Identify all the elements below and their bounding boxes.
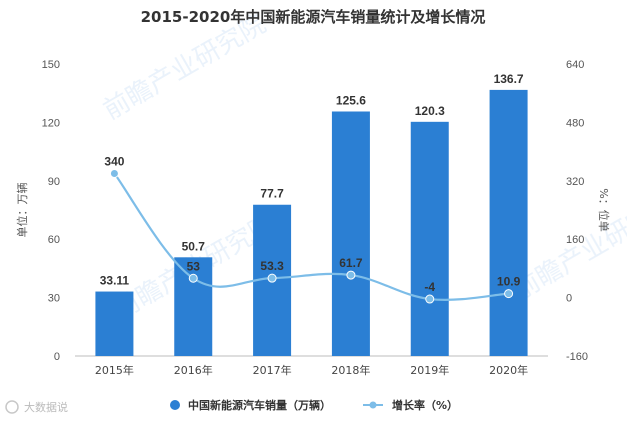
category-label: 2017年 [253, 363, 292, 377]
right-axis-title: %：位单 [597, 188, 611, 231]
bar-value-label: 125.6 [336, 93, 366, 107]
left-tick-label: 90 [48, 176, 60, 188]
line-series: 340 53 53.3 61.7 -4 10.9 [104, 155, 521, 304]
left-axis-title: 单位：万辆 [15, 183, 29, 238]
right-tick-label: 480 [566, 117, 584, 129]
left-axis-ticks: 0 30 60 90 120 150 [42, 59, 60, 363]
left-tick-label: 150 [42, 59, 60, 71]
line-value-label: -4 [424, 280, 435, 294]
line-point [267, 273, 277, 283]
right-tick-label: 320 [566, 176, 584, 188]
line-point [346, 270, 356, 280]
bar-value-label: 136.7 [494, 72, 524, 86]
right-tick-label: 0 [566, 293, 572, 305]
bar-value-label: 50.7 [182, 239, 206, 253]
left-tick-label: 60 [48, 234, 60, 246]
left-tick-label: 30 [48, 293, 60, 305]
line-value-label: 340 [104, 155, 124, 169]
bar [489, 89, 528, 357]
right-tick-label: 160 [566, 234, 584, 246]
legend-line-dot [369, 401, 377, 409]
bar [95, 291, 134, 356]
bar-value-label: 120.3 [415, 104, 445, 118]
chart-title: 2015-2020年中国新能源汽车销量统计及增长情况 [141, 8, 486, 26]
left-tick-label: 120 [42, 117, 60, 129]
category-labels: 2015年 2016年 2017年 2018年 2019年 2020年 [95, 363, 528, 377]
right-axis-ticks: -160 0 160 320 480 640 [566, 59, 588, 363]
bar [174, 257, 213, 356]
legend-line-label: 增长率（%） [392, 398, 458, 412]
line-value-label: 53.3 [260, 259, 284, 273]
footer-logo: 大数据说 [5, 400, 68, 414]
bar-series [95, 89, 528, 357]
legend: 中国新能源汽车销量（万辆） 增长率（%） [170, 398, 458, 412]
right-tick-label: 640 [566, 59, 584, 71]
category-label: 2016年 [174, 363, 213, 377]
bar [331, 111, 370, 357]
line-point [188, 273, 198, 283]
footer-source: 大数据说 [24, 400, 68, 414]
line-value-label: 53 [187, 259, 201, 273]
bar [410, 121, 449, 356]
bar-labels: 33.11 50.7 77.7 125.6 120.3 136.7 [100, 72, 524, 288]
category-label: 2018年 [331, 363, 370, 377]
legend-bar-label: 中国新能源汽车销量（万辆） [188, 398, 331, 412]
line-value-label: 10.9 [497, 275, 521, 289]
line-value-label: 61.7 [339, 256, 363, 270]
bar-value-label: 77.7 [260, 187, 284, 201]
left-tick-label: 0 [54, 351, 60, 363]
weibo-icon [5, 400, 19, 414]
watermark-text: 前瞻产业研究院 [99, 9, 272, 126]
category-label: 2015年 [95, 363, 134, 377]
line-point [504, 289, 514, 299]
category-label: 2019年 [410, 363, 449, 377]
line-point [425, 294, 435, 304]
line-point [109, 169, 119, 178]
legend-bar-marker [170, 400, 180, 410]
right-tick-label: -160 [566, 351, 588, 363]
bar-value-label: 33.11 [100, 274, 130, 288]
category-label: 2020年 [489, 363, 528, 377]
